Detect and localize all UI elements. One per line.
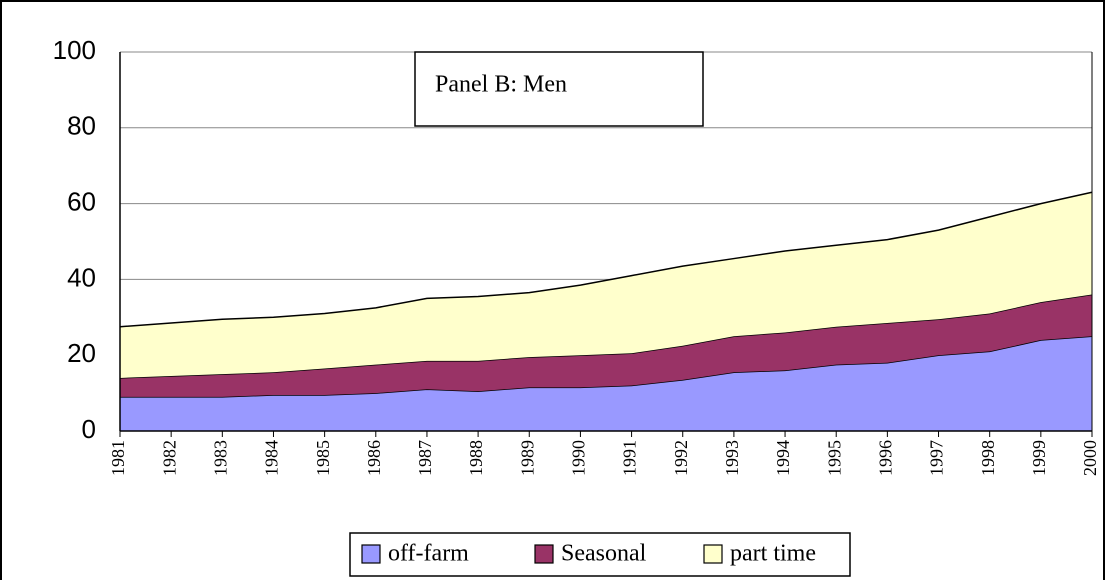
x-tick-label: 2000 (1080, 440, 1100, 476)
y-tick-label: 0 (82, 414, 96, 444)
legend-label: Seasonal (561, 541, 647, 567)
area (120, 294, 1092, 397)
x-tick-label: 1981 (108, 440, 128, 476)
x-tick-label: 1988 (466, 440, 486, 476)
legend-swatch (361, 544, 381, 564)
area (120, 336, 1092, 431)
y-tick-label: 40 (67, 262, 96, 292)
y-tick-label: 100 (53, 35, 96, 65)
y-tick-label: 60 (67, 186, 96, 216)
x-tick-label: 1991 (620, 440, 640, 476)
areas (119, 191, 1093, 431)
legend-box (349, 532, 851, 577)
area-outline (119, 191, 1093, 328)
annotation: Panel B: Men (435, 72, 567, 98)
x-tick-label: 1989 (517, 440, 537, 476)
axes: 0 20 40 60 80 100 1981 1982 1983 1984 1985 1986 1987… (53, 35, 1101, 476)
legend: off-farm Seasonal part time (361, 541, 816, 567)
legend-label: off-farm (388, 541, 469, 567)
x-tick-label: 1986 (364, 440, 384, 476)
x-tick-label: 1998 (978, 440, 998, 476)
x-tick-label: 1985 (313, 440, 333, 476)
area (120, 192, 1092, 378)
y-tick-label: 20 (67, 338, 96, 368)
x-tick-label: 1982 (159, 440, 179, 476)
x-tick-label: 1983 (210, 440, 230, 476)
x-tick-label: 1999 (1029, 440, 1049, 476)
x-tick-label: 1997 (927, 440, 947, 476)
x-tick-label: 1993 (722, 440, 742, 476)
legend-label: part time (730, 541, 816, 567)
legend-swatch (703, 544, 723, 564)
x-tick-label: 1987 (415, 440, 435, 476)
legend-swatch (534, 544, 554, 564)
x-tick-label: 1990 (569, 440, 589, 476)
x-tick-label: 1995 (824, 440, 844, 476)
x-tick-label: 1992 (671, 440, 691, 476)
x-tick-label: 1994 (773, 440, 793, 476)
x-tick-label: 1984 (262, 440, 282, 476)
x-tick-label: 1996 (875, 440, 895, 476)
y-tick-label: 80 (67, 111, 96, 141)
annotation-box (414, 51, 704, 127)
